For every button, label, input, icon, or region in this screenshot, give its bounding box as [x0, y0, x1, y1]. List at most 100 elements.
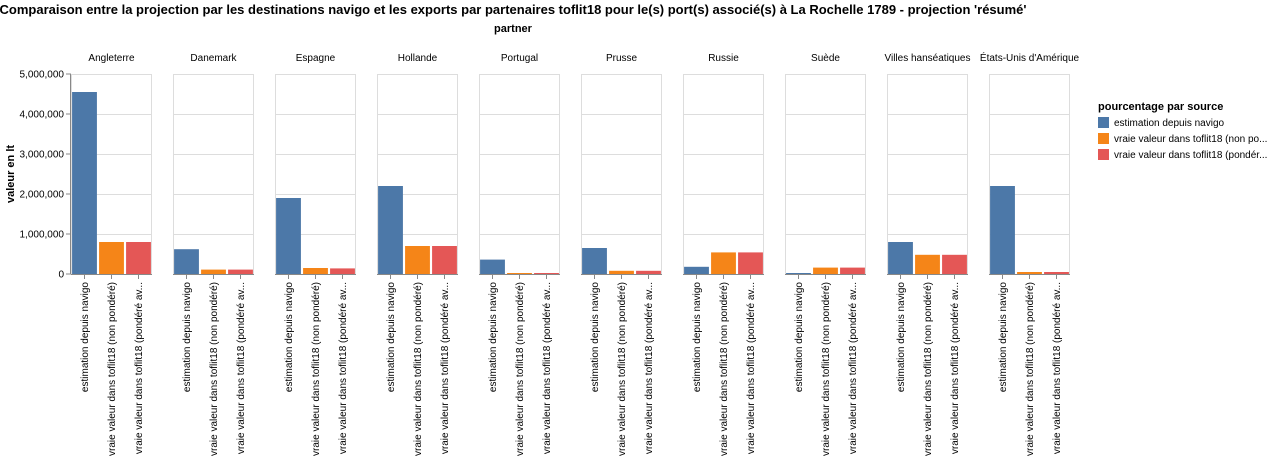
x-tick-label: vraie valeur dans toflit18 (pondéré av..… — [848, 282, 859, 454]
bar — [990, 186, 1015, 274]
x-tick-label: vraie valeur dans toflit18 (non pondéré) — [617, 282, 628, 456]
bar — [72, 92, 97, 274]
y-tick-label: 2,000,000 — [20, 190, 65, 201]
x-tick-label: estimation depuis navigo — [182, 282, 193, 393]
panel-frame — [479, 74, 560, 275]
bar — [738, 252, 763, 274]
x-tick-label: estimation depuis navigo — [386, 282, 397, 393]
facet-panel: Angleterre estimation depuis navigo vraie … — [71, 53, 152, 456]
x-tick-label: estimation depuis navigo — [794, 282, 805, 393]
x-tick-label: vraie valeur dans toflit18 (pondéré av..… — [236, 282, 247, 454]
bar — [405, 246, 430, 274]
facet-panel: Suède estimation depuis navigo vraie valeu… — [785, 53, 866, 456]
legend: pourcentage par source estimation depuis… — [1098, 101, 1267, 161]
bar — [174, 249, 199, 274]
bar — [1017, 272, 1042, 274]
bar — [888, 242, 913, 274]
x-tick-label: estimation depuis navigo — [284, 282, 295, 393]
bar — [1044, 272, 1069, 274]
bar — [942, 254, 967, 274]
y-tick-label: 5,000,000 — [20, 70, 65, 81]
bar — [534, 273, 559, 274]
facet-label: Danemark — [190, 53, 237, 64]
bar — [330, 268, 355, 274]
x-tick-label: vraie valeur dans toflit18 (pondéré av..… — [542, 282, 553, 454]
bar — [786, 273, 811, 274]
x-tick-label: estimation depuis navigo — [998, 282, 1009, 393]
panel-frame — [581, 74, 662, 275]
x-tick-label: vraie valeur dans toflit18 (pondéré av..… — [440, 282, 451, 454]
legend-entry-label: vraie valeur dans toflit18 (non po... — [1114, 134, 1267, 145]
bar — [840, 267, 865, 274]
bar — [228, 269, 253, 274]
facet-label: Villes hanséatiques — [885, 53, 971, 64]
facet-panel: Espagne estimation depuis navigo vraie val… — [275, 53, 356, 456]
bar — [432, 246, 457, 274]
chart-title: Comparaison entre la projection par les … — [0, 2, 1026, 17]
y-tick-label: 4,000,000 — [20, 110, 65, 121]
panel-frame — [683, 74, 764, 275]
x-tick-label: vraie valeur dans toflit18 (non pondéré) — [1025, 282, 1036, 456]
facet-panel: Villes hanséatiques estimation depuis nav… — [885, 53, 971, 456]
legend-swatch — [1098, 133, 1109, 144]
bar — [813, 267, 838, 274]
bar — [276, 198, 301, 274]
facet-panel: Hollande estimation depuis navigo vraie va… — [377, 53, 458, 456]
y-axis: 0 1,000,000 2,000,000 3,000,000 4,000,000 5,0… — [20, 70, 71, 281]
facet-label: Portugal — [501, 53, 538, 64]
bar — [684, 266, 709, 274]
x-tick-label: vraie valeur dans toflit18 (non pondéré) — [413, 282, 424, 456]
x-tick-label: vraie valeur dans toflit18 (pondéré av..… — [644, 282, 655, 454]
x-tick-label: estimation depuis navigo — [488, 282, 499, 393]
x-tick-label: estimation depuis navigo — [896, 282, 907, 393]
x-tick-label: vraie valeur dans toflit18 (non pondéré) — [107, 282, 118, 456]
y-tick-label: 0 — [58, 270, 64, 281]
x-tick-label: vraie valeur dans toflit18 (pondéré av..… — [950, 282, 961, 454]
bar — [582, 248, 607, 274]
facet-label: Prusse — [606, 53, 638, 64]
x-tick-label: vraie valeur dans toflit18 (non pondéré) — [311, 282, 322, 456]
facet-label: Russie — [708, 53, 739, 64]
x-tick-label: vraie valeur dans toflit18 (pondéré av..… — [338, 282, 349, 454]
x-tick-label: vraie valeur dans toflit18 (non pondéré) — [209, 282, 220, 456]
bar — [99, 242, 124, 274]
legend-entry-label: estimation depuis navigo — [1114, 118, 1225, 129]
x-tick-label: vraie valeur dans toflit18 (non pondéré) — [821, 282, 832, 456]
facet-panel: Prusse estimation depuis navigo vraie vale… — [581, 53, 662, 456]
x-tick-label: vraie valeur dans toflit18 (pondéré av..… — [134, 282, 145, 454]
facet-header-title: partner — [494, 23, 533, 35]
bar — [609, 270, 634, 274]
x-tick-label: vraie valeur dans toflit18 (pondéré av..… — [746, 282, 757, 454]
bar — [915, 254, 940, 274]
bar — [303, 268, 328, 274]
facet-label: Hollande — [398, 53, 438, 64]
bar — [636, 270, 661, 274]
facet-panel: Danemark estimation depuis navigo vraie va… — [173, 53, 254, 456]
facet-label: Suède — [811, 53, 840, 64]
x-tick-label: vraie valeur dans toflit18 (non pondéré) — [719, 282, 730, 456]
facet-panel: Portugal estimation depuis navigo vraie va… — [479, 53, 560, 456]
bar — [480, 259, 505, 274]
facet-panel: États-Unis d'Amérique estimation depuis n… — [980, 51, 1080, 456]
legend-title: pourcentage par source — [1098, 101, 1223, 113]
bar — [507, 273, 532, 274]
y-tick-label: 3,000,000 — [20, 150, 65, 161]
x-tick-label: vraie valeur dans toflit18 (non pondéré) — [923, 282, 934, 456]
facet-label: Espagne — [296, 53, 336, 64]
bar — [126, 242, 151, 274]
x-tick-label: estimation depuis navigo — [590, 282, 601, 393]
facet-label: Angleterre — [88, 53, 135, 64]
x-tick-label: vraie valeur dans toflit18 (pondéré av..… — [1052, 282, 1063, 454]
legend-swatch — [1098, 117, 1109, 128]
y-tick-label: 1,000,000 — [20, 230, 65, 241]
panel-frame — [785, 74, 866, 275]
y-axis-title: valeur en lt — [5, 145, 17, 203]
bar — [378, 186, 403, 274]
x-tick-label: estimation depuis navigo — [80, 282, 91, 393]
x-tick-label: estimation depuis navigo — [692, 282, 703, 393]
facet-label: États-Unis d'Amérique — [980, 51, 1080, 64]
x-tick-label: vraie valeur dans toflit18 (non pondéré) — [515, 282, 526, 456]
y-axis-title-group: valeur en lt — [5, 145, 17, 203]
facets: 0 1,000,000 2,000,000 3,000,000 4,000,000 5,0… — [20, 51, 1080, 456]
